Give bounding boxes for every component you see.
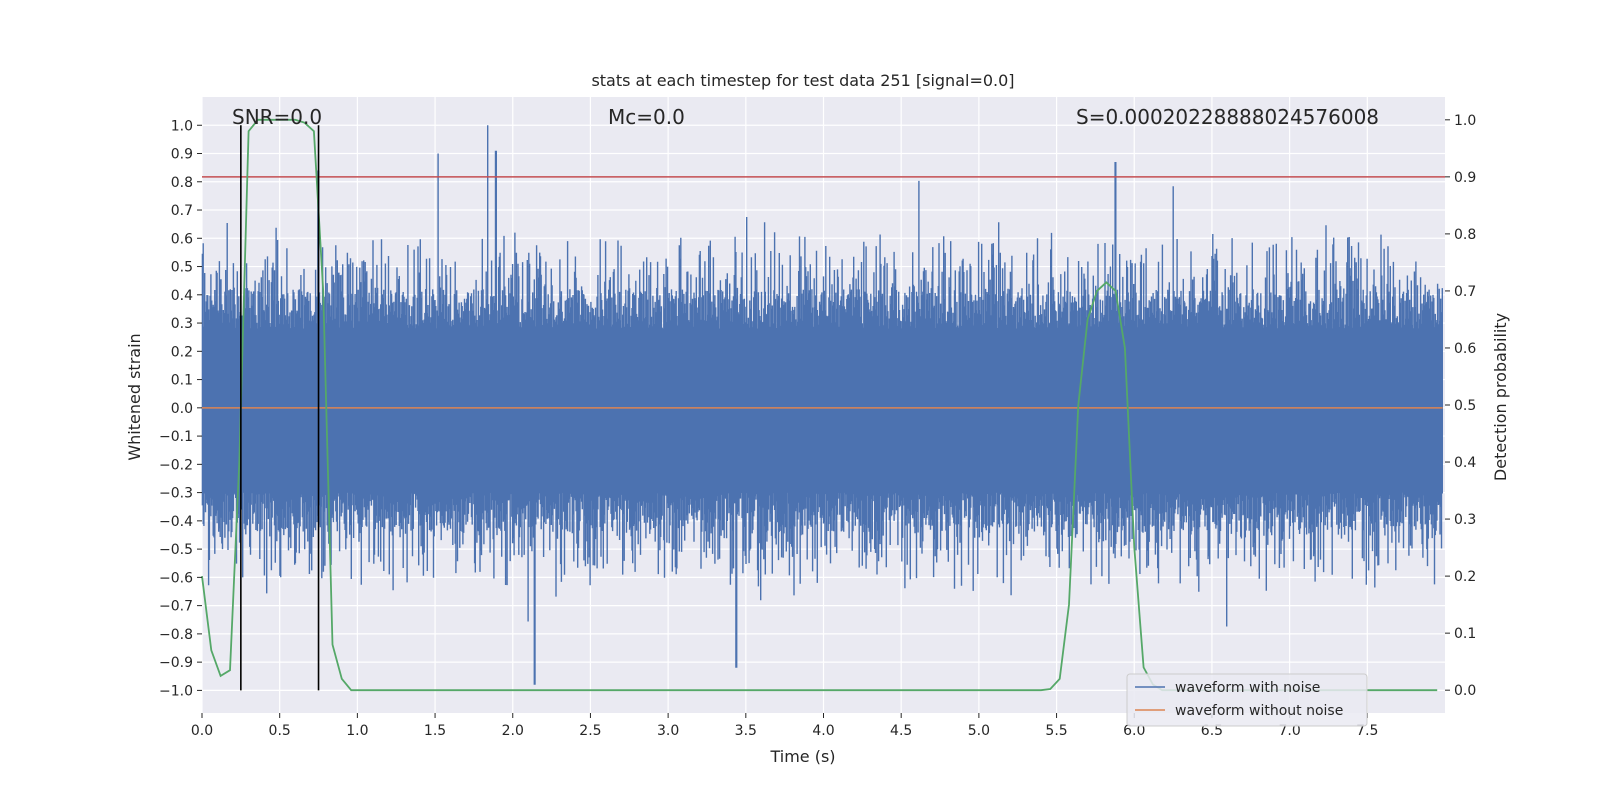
x-tick-label: 7.5 [1356, 723, 1378, 739]
s-annotation: S=0.00020228888024576008 [1076, 105, 1379, 129]
legend: waveform with noise waveform without noi… [1126, 673, 1368, 727]
x-tick-label: 6.0 [1123, 723, 1145, 739]
y-axis-label: Whitened strain [125, 333, 144, 460]
y-tick-label: −0.7 [159, 599, 193, 615]
event-vertical-lines [240, 125, 320, 691]
right-y-tick-label: 0.4 [1454, 455, 1476, 471]
detection-probability-series [201, 118, 1438, 692]
x-tick-label: 2.5 [579, 723, 601, 739]
y-tick-label: −0.1 [159, 429, 193, 445]
y-tick-label: 0.9 [171, 147, 193, 163]
x-tick-label: 3.5 [735, 723, 757, 739]
x-tick-label: 0.0 [191, 723, 213, 739]
chart-title: stats at each timestep for test data 251… [591, 71, 1014, 90]
snr-annotation: SNR=0.0 [232, 105, 322, 129]
y-tick-label: 1.0 [171, 118, 193, 134]
y-tick-label: 0.3 [171, 316, 193, 332]
x-tick-label: 6.5 [1201, 723, 1223, 739]
right-y-tick-label: 0.0 [1454, 683, 1476, 699]
y-tick-label: 0.7 [171, 203, 193, 219]
y-tick-label: 0.8 [171, 175, 193, 191]
y-tick-label: 0.5 [171, 260, 193, 276]
right-y-tick-label: 0.1 [1454, 626, 1476, 642]
y-tick-label: 0.0 [171, 401, 193, 417]
y-tick-label: −0.9 [159, 655, 193, 671]
right-y-tick-label: 0.8 [1454, 227, 1476, 243]
y-tick-label: −0.2 [159, 457, 193, 473]
legend-label-noise: waveform with noise [1175, 680, 1320, 696]
y-tick-label: 0.1 [171, 373, 193, 389]
y-tick-label: −0.4 [159, 514, 193, 530]
x-tick-label: 4.0 [812, 723, 834, 739]
probability-trace [201, 118, 1438, 692]
x-tick-label: 2.0 [502, 723, 524, 739]
y-tick-label: −0.8 [159, 627, 193, 643]
x-tick-label: 1.5 [424, 723, 446, 739]
x-tick-label: 0.5 [269, 723, 291, 739]
legend-box [1126, 673, 1368, 727]
waveform-with-noise-series [201, 125, 1443, 685]
x-tick-label: 5.0 [968, 723, 990, 739]
x-tick-label: 1.0 [346, 723, 368, 739]
x-axis-ticks: 0.0 0.5 1.0 1.5 2.0 2.5 3.0 3.5 4.0 4.5 5.0 5.5 6.0 6… [191, 713, 1378, 739]
right-y-tick-label: 0.3 [1454, 512, 1476, 528]
x-axis-label: Time (s) [769, 747, 835, 766]
mc-annotation: Mc=0.0 [608, 105, 685, 129]
y-tick-label: 0.4 [171, 288, 193, 304]
legend-label-clean: waveform without noise [1175, 703, 1343, 719]
right-y-tick-label: 0.9 [1454, 170, 1476, 186]
left-y-axis-ticks: 1.0 0.9 0.8 0.7 0.6 0.5 0.4 0.3 0.2 0.1 0.0 −0.1 −0.… [159, 118, 202, 699]
y-tick-label: −0.6 [159, 570, 193, 586]
right-y-tick-label: 0.7 [1454, 284, 1476, 300]
x-tick-label: 4.5 [890, 723, 912, 739]
y-tick-label: −1.0 [159, 683, 193, 699]
y-tick-label: −0.3 [159, 486, 193, 502]
x-tick-label: 3.0 [657, 723, 679, 739]
right-y-tick-label: 0.5 [1454, 398, 1476, 414]
x-tick-label: 7.0 [1278, 723, 1300, 739]
y-tick-label: −0.5 [159, 542, 193, 558]
noise-band [202, 328, 1443, 493]
y-tick-label: 0.6 [171, 231, 193, 247]
y-tick-label: 0.2 [171, 344, 193, 360]
right-y-tick-label: 0.6 [1454, 341, 1476, 357]
x-tick-label: 5.5 [1045, 723, 1067, 739]
right-y-axis-label: Detection probability [1491, 313, 1510, 481]
right-y-axis-ticks: 1.0 0.9 0.8 0.7 0.6 0.5 0.4 0.3 0.2 0.1 0.0 [1445, 113, 1476, 699]
right-y-tick-label: 1.0 [1454, 113, 1476, 129]
right-y-tick-label: 0.2 [1454, 569, 1476, 585]
